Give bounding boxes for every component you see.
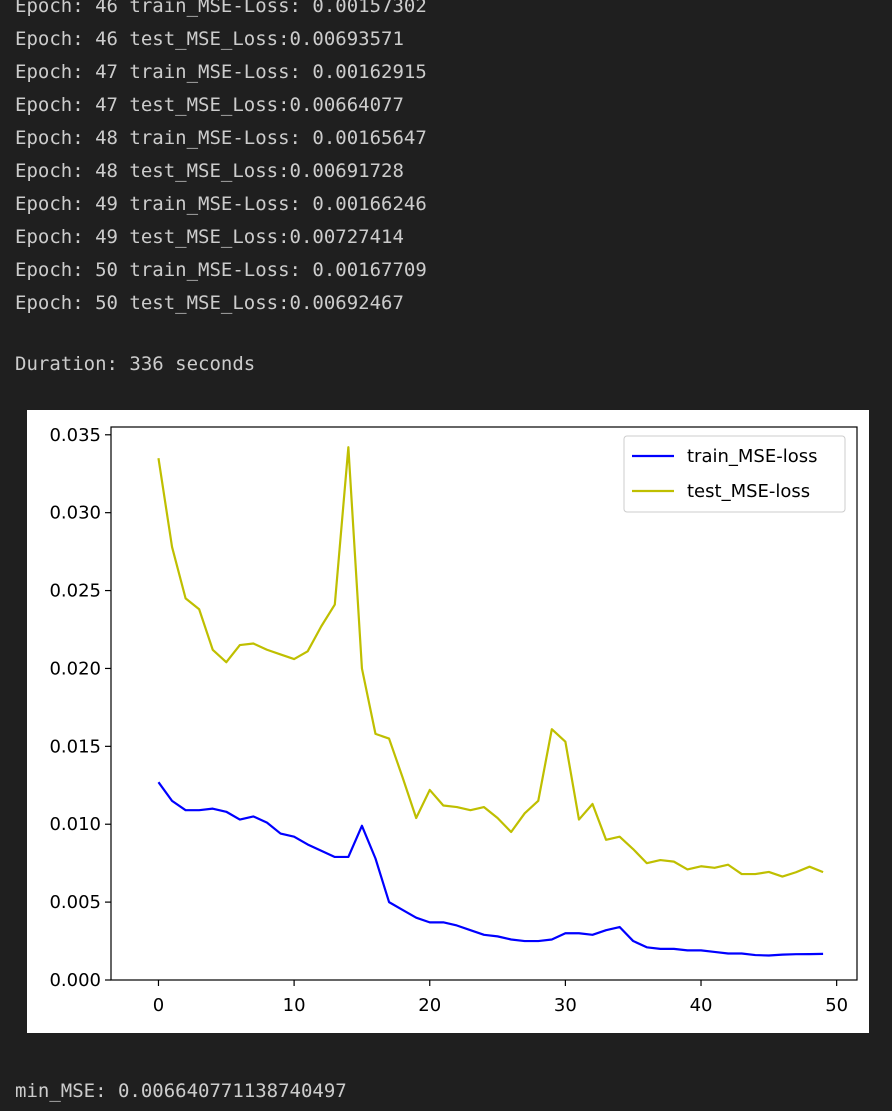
x-tick-label: 0 [153,995,164,1016]
x-tick-label: 50 [825,995,848,1016]
legend-label: test_MSE-loss [687,481,810,502]
x-tick-label: 10 [283,995,306,1016]
log-line: Epoch: 47 test_MSE_Loss:0.00664077 [15,94,404,116]
log-line: Epoch: 50 test_MSE_Loss:0.00692467 [15,292,404,314]
loss-chart-svg: 0.000 0.005 0.010 0.015 0.020 0.025 0.030 0.035… [49,425,858,1016]
log-line: Epoch: 48 train_MSE-Loss: 0.00165647 [15,127,427,149]
legend-box [623,435,846,513]
log-line: Epoch: 46 train_MSE-Loss: 0.00157302 [15,0,427,17]
log-line: Epoch: 49 train_MSE-Loss: 0.00166246 [15,193,427,215]
y-tick-label: 0.010 [49,814,101,835]
series-line-train-mse-loss [157,781,824,957]
training-log: Epoch: 46 train_MSE-Loss: 0.00157302 Epoc… [15,0,427,320]
log-line: Epoch: 46 test_MSE_Loss:0.00693571 [15,28,404,50]
log-line: Epoch: 48 test_MSE_Loss:0.00691728 [15,160,404,182]
y-tick-label: 0.030 [49,503,101,524]
min-mse-text: min_MSE: 0.006640771138740497 [15,1080,347,1102]
series-line-test-mse-loss [157,446,824,878]
y-tick-label: 0.000 [49,970,101,991]
x-tick-label: 30 [554,995,577,1016]
log-line: Epoch: 49 test_MSE_Loss:0.00727414 [15,226,404,248]
loss-chart: 0.000 0.005 0.010 0.015 0.020 0.025 0.030 0.035… [27,410,869,1033]
log-line: Epoch: 47 train_MSE-Loss: 0.00162915 [15,61,427,83]
log-line: Epoch: 50 train_MSE-Loss: 0.00167709 [15,259,427,281]
y-tick-label: 0.020 [49,658,101,679]
y-tick-label: 0.025 [49,581,101,602]
y-tick-label: 0.005 [49,892,101,913]
x-tick-label: 40 [690,995,713,1016]
duration-text: Duration: 336 seconds [15,353,256,375]
plot-frame [110,426,858,981]
y-tick-label: 0.035 [49,425,101,446]
y-tick-label: 0.015 [49,736,101,757]
legend-label: train_MSE-loss [687,446,818,467]
x-tick-label: 20 [418,995,441,1016]
